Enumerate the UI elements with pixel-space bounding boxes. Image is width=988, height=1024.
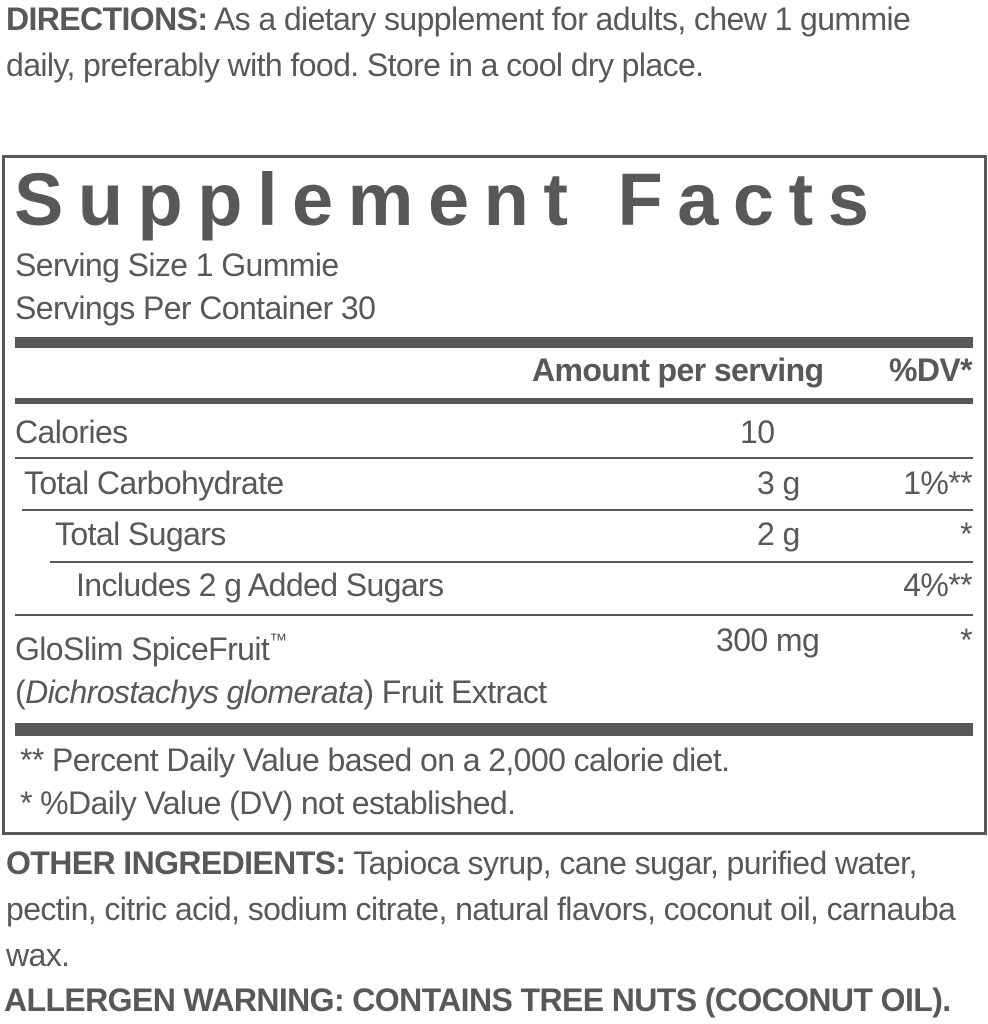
ingredient-name: GloSlim SpiceFruit: [15, 631, 270, 667]
other-ingredients-label: OTHER INGREDIENTS:: [6, 845, 346, 881]
row-name: Total Sugars: [55, 516, 226, 552]
row-dv: *: [960, 516, 972, 552]
directions: DIRECTIONS: As a dietary supplement for …: [6, 0, 981, 88]
amount-header: Amount per serving: [532, 352, 824, 388]
serving-size: Serving Size 1 Gummie: [15, 247, 339, 283]
thick-bar: [15, 337, 973, 348]
other-ingredients: OTHER INGREDIENTS: Tapioca syrup, cane s…: [6, 840, 981, 978]
row-rule: [22, 509, 973, 511]
dv-header: %DV*: [889, 352, 973, 388]
row-name: GloSlim SpiceFruit™: [15, 618, 287, 672]
servings-per-container: Servings Per Container 30: [15, 290, 376, 326]
medium-bar: [15, 398, 973, 404]
row-name: Total Carbohydrate: [24, 465, 284, 501]
trademark: ™: [269, 630, 287, 650]
row-dv: 1%**: [903, 465, 972, 501]
footnote: ** Percent Daily Value based on a 2,000 …: [20, 742, 730, 778]
row-rule: [50, 561, 973, 563]
row-dv: 4%**: [903, 567, 972, 603]
directions-label: DIRECTIONS:: [6, 1, 208, 37]
footnote: * %Daily Value (DV) not established.: [20, 785, 516, 821]
facts-box: [2, 155, 987, 835]
directions-text: As a dietary supplement for adults, chew…: [6, 1, 911, 83]
row-amount: 2 g: [757, 516, 800, 552]
latin-name: Dichrostachys glomerata: [25, 674, 364, 710]
row-dv: *: [960, 622, 972, 658]
row-rule: [15, 457, 973, 459]
source-rest: ) Fruit Extract: [363, 674, 547, 710]
other-ingredients-text: Tapioca syrup, cane sugar, purified wate…: [6, 845, 956, 973]
allergen-warning: ALLERGEN WARNING: CONTAINS TREE NUTS (CO…: [4, 982, 951, 1018]
row-rule: [15, 614, 973, 616]
row-name: Includes 2 g Added Sugars: [76, 567, 444, 603]
row-amount: 3 g: [757, 465, 800, 501]
row-amount: 10: [740, 414, 775, 450]
row-name: Calories: [15, 414, 128, 450]
paren: (: [15, 674, 26, 710]
row-amount: 300 mg: [716, 622, 820, 658]
thick-bar: [15, 723, 973, 736]
ingredient-source: (Dichrostachys glomerata) Fruit Extract: [15, 670, 547, 715]
facts-title: Supplement Facts: [14, 158, 884, 241]
